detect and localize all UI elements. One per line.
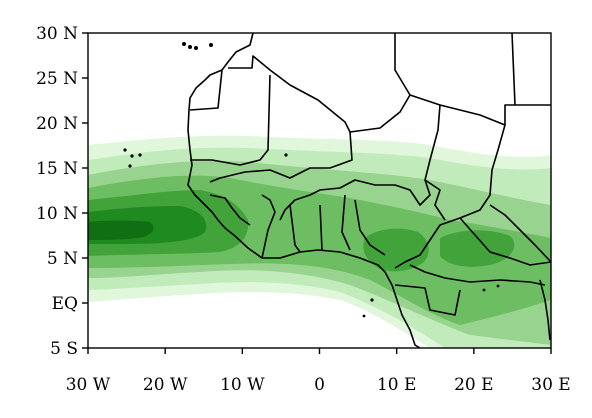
lon-tick-label: 30 E xyxy=(531,375,570,395)
latitude-axis: 30 N 25 N 20 N 15 N 10 N 5 N EQ 5 S xyxy=(36,24,88,359)
lat-tick-label: 5 S xyxy=(50,339,78,359)
border-13 xyxy=(394,284,461,316)
shade-level-7 xyxy=(88,220,154,240)
lon-tick-label: 0 xyxy=(314,375,325,395)
lat-tick-label: 15 N xyxy=(36,159,78,179)
lon-tick-label: 20 W xyxy=(143,375,188,395)
shade-level-5b xyxy=(363,228,429,272)
border-16 xyxy=(289,194,351,253)
coastlines xyxy=(123,33,551,348)
border-17 xyxy=(354,199,386,256)
shaded-field xyxy=(88,33,551,348)
lon-tick-label: 20 E xyxy=(454,375,493,395)
border-9 xyxy=(424,179,446,221)
lat-tick-label: 25 N xyxy=(36,69,78,89)
border-5 xyxy=(511,33,516,106)
lat-tick-label: 5 N xyxy=(47,249,78,269)
border-4 xyxy=(409,94,551,126)
border-14 xyxy=(209,194,251,226)
border-15 xyxy=(261,194,276,259)
lat-tick-label: 30 N xyxy=(36,24,78,44)
lat-tick-label: EQ xyxy=(52,294,78,314)
border-3 xyxy=(190,74,271,166)
lon-tick-label: 10 W xyxy=(220,375,265,395)
africa-coastline xyxy=(187,33,421,348)
border-7 xyxy=(279,104,441,221)
border-11 xyxy=(459,217,551,266)
shade-level-5c xyxy=(440,230,515,267)
border-1 xyxy=(189,69,223,111)
lon-tick-label: 10 E xyxy=(377,375,416,395)
lon-tick-label: 30 W xyxy=(66,375,111,395)
border-12 xyxy=(409,264,546,286)
east-africa-coastline xyxy=(539,279,551,341)
lat-tick-label: 20 N xyxy=(36,114,78,134)
longitude-axis: 30 W 20 W 10 W 0 10 E 20 E 30 E xyxy=(66,348,571,395)
lat-tick-label: 10 N xyxy=(36,204,78,224)
border-6 xyxy=(209,131,353,183)
islands xyxy=(123,42,500,318)
border-10 xyxy=(489,204,551,263)
